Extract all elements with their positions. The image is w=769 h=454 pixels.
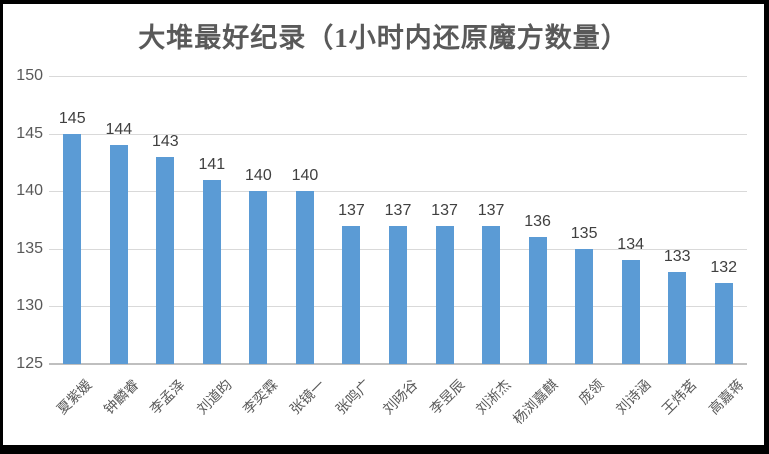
- bar: [389, 225, 407, 364]
- bar: [109, 145, 128, 364]
- bar: [156, 156, 175, 364]
- x-category-label: 刘旸谷: [379, 376, 421, 418]
- bar-value-label: 136: [524, 213, 551, 231]
- bar-value-label: 137: [338, 201, 365, 219]
- y-tick-label: 150: [16, 67, 43, 84]
- bar-value-label: 135: [570, 224, 598, 242]
- bar: [249, 191, 268, 364]
- bar-value-label: 132: [710, 259, 738, 277]
- bar: [295, 191, 314, 364]
- y-tick-label: 140: [16, 182, 43, 200]
- bar: [342, 225, 361, 364]
- bar-value-label: 137: [477, 201, 505, 219]
- x-category-label: 刘诗涵: [612, 376, 654, 418]
- bar: [435, 225, 454, 364]
- x-category-label: 李孟泽: [146, 376, 188, 418]
- x-category-label: 张镜一: [286, 376, 328, 418]
- gridline: [49, 191, 747, 193]
- bar: [621, 260, 640, 364]
- gridline: [49, 133, 747, 135]
- bar-value-label: 133: [663, 247, 691, 265]
- bar-value-label: 141: [198, 155, 226, 173]
- x-category-label: 钟麟睿: [100, 376, 142, 418]
- bar-value-label: 143: [151, 132, 179, 150]
- chart-title: 大堆最好纪录（1小时内还原魔方数量）: [138, 23, 629, 53]
- bar-value-label: 144: [105, 121, 133, 139]
- bar: [714, 283, 733, 364]
- x-category-label: 夏紫媛: [53, 376, 95, 418]
- gridline: [49, 76, 747, 77]
- bar-value-label: 134: [617, 236, 644, 254]
- bar-value-label: 137: [431, 201, 458, 219]
- x-category-label: 高嘉蒋: [705, 376, 747, 418]
- bar: [202, 179, 221, 364]
- x-category-label: 杨浏嘉麒: [509, 376, 561, 428]
- y-tick-label: 130: [16, 297, 43, 315]
- y-tick-label: 125: [16, 355, 43, 372]
- bar-value-label: 140: [291, 167, 319, 185]
- x-axis-line: [49, 363, 747, 365]
- bar-value-label: 145: [58, 109, 86, 127]
- bar-value-label: 140: [245, 167, 272, 185]
- x-category-label: 王炜茗: [658, 376, 700, 418]
- x-category-label: 李昱辰: [426, 376, 468, 418]
- bar: [482, 225, 501, 364]
- bar: [528, 237, 547, 364]
- y-tick-label: 135: [16, 239, 43, 257]
- bar: [668, 271, 687, 364]
- x-category-label: 李奕霖: [240, 376, 282, 418]
- bar-chart: 大堆最好纪录（1小时内还原魔方数量） 125 130 135 140 145 150 145…: [3, 4, 764, 445]
- x-category-label: 张鸣广: [333, 376, 375, 418]
- bar: [575, 248, 594, 364]
- x-category-label: 刘淅杰: [472, 376, 514, 418]
- x-category-label: 庞领: [575, 376, 607, 408]
- x-category-label: 刘道昀: [193, 376, 235, 418]
- bar: [63, 133, 82, 364]
- y-tick-label: 145: [16, 124, 43, 142]
- bar-value-label: 137: [384, 201, 412, 219]
